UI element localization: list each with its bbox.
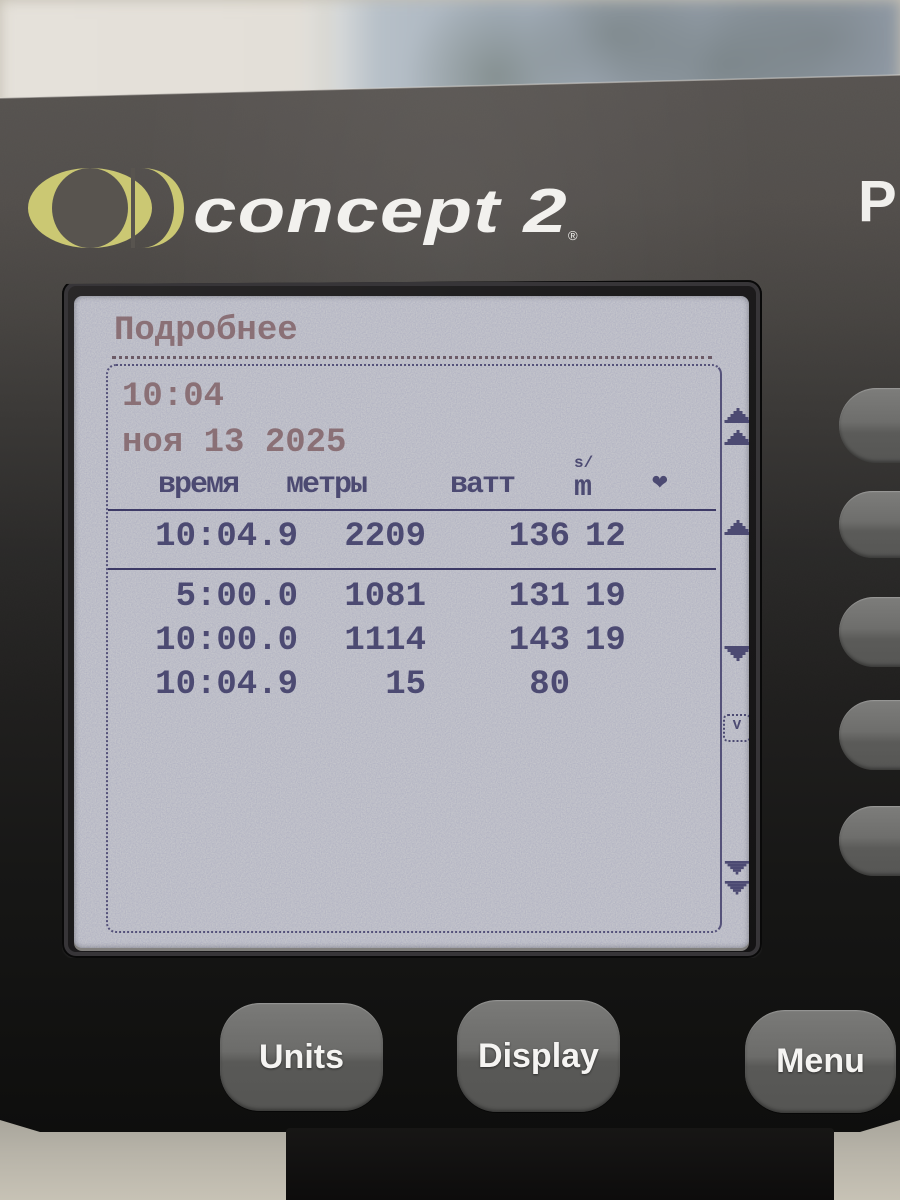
svg-text:®: ® <box>568 228 578 243</box>
svg-text:concept 2: concept 2 <box>193 177 568 246</box>
